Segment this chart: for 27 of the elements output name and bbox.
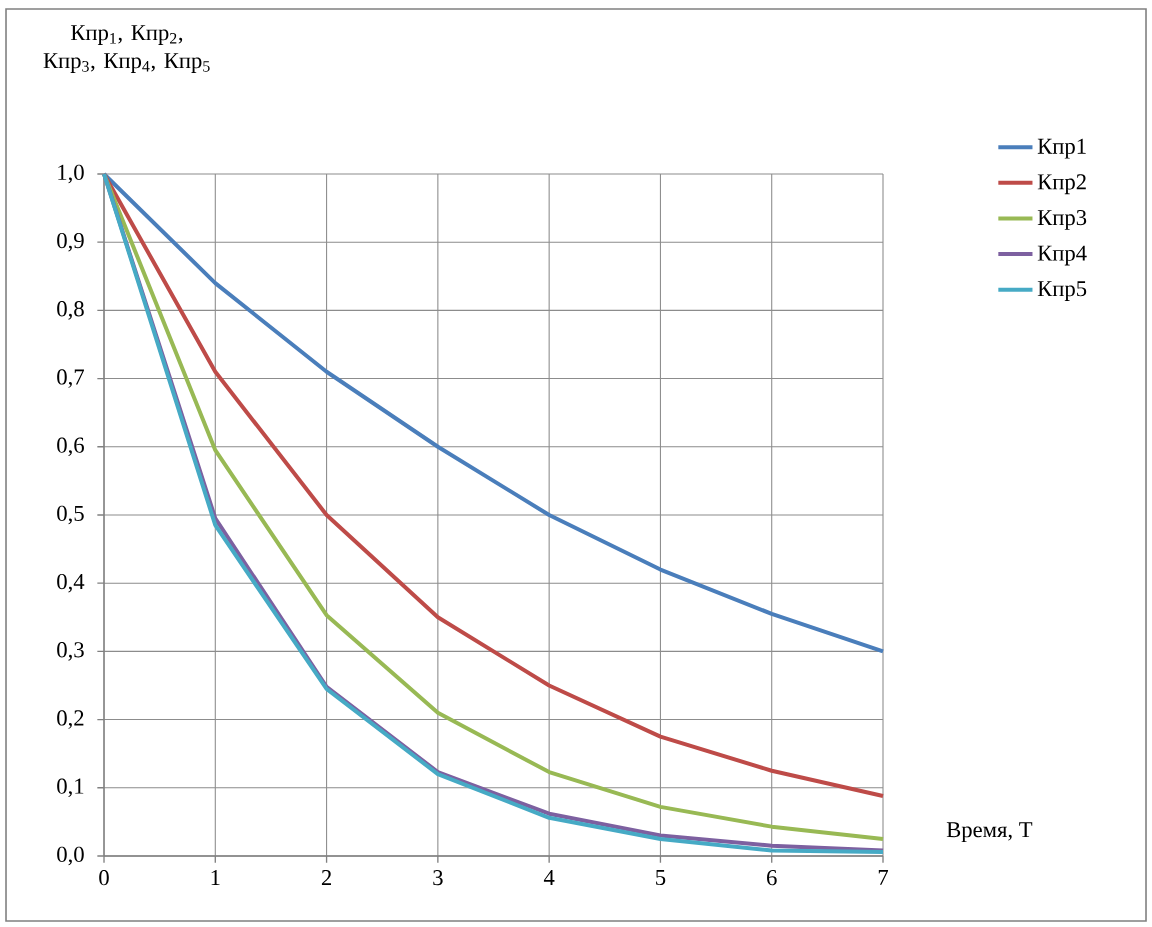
text: Кпр$_{1}$, Кпр$_{2}$, Кпр$_{3}$, Кпр$_{4}$, Кпр$_{5}$	[43, 25, 210, 73]
y-tick-label: 0,1	[57, 778, 84, 798]
y-tick-label: 0,0	[57, 846, 84, 866]
y-tick-label: 0,2	[57, 710, 84, 729]
legend-label: Кпр2	[1037, 174, 1086, 195]
legend-label: Кпр1	[1037, 138, 1086, 159]
x-tick-label: 0	[99, 870, 109, 886]
legend-label: Кпр4	[1037, 245, 1087, 266]
y-tick-label: 0,8	[57, 301, 84, 320]
y-tick-label: 0,4	[57, 573, 85, 593]
y-tick-label: 0,3	[57, 642, 84, 661]
line-series	[102, 171, 885, 654]
y-tick-label: 0,9	[57, 232, 84, 252]
legend-label: Кпр3	[1037, 209, 1087, 230]
x-tick-label: 4	[543, 870, 555, 885]
x-tick-label: 7	[878, 870, 889, 885]
y-tick-label: 0,6	[57, 437, 84, 457]
y-tick-label: 1,0	[58, 164, 84, 184]
x-tick-label: 1	[211, 870, 220, 885]
y-tick-label: 0,7	[57, 369, 84, 388]
x-tick-label: 5	[656, 870, 666, 886]
y-tick-label: 0,5	[57, 505, 84, 525]
x-axis-title: Время, T	[946, 822, 1033, 842]
legend-label: Кпр5	[1037, 281, 1087, 301]
x-tick-label: 3	[433, 870, 443, 886]
x-tick-label: 2	[321, 870, 331, 886]
x-tick-label: 6	[767, 870, 777, 886]
